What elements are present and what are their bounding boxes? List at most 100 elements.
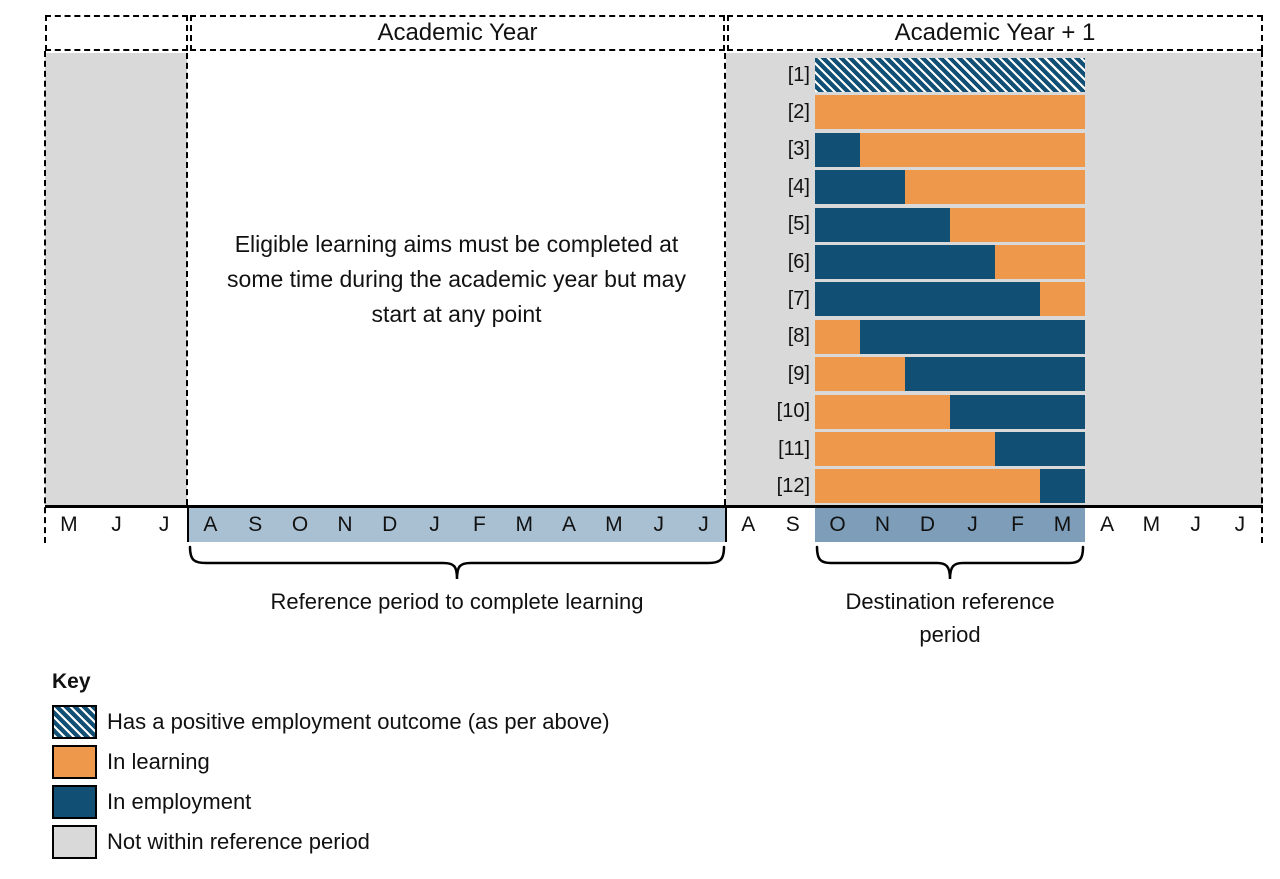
legend-item: In learning <box>52 745 610 779</box>
timeline-row: [6] <box>726 245 1262 279</box>
row-bar <box>815 469 1085 504</box>
month-label: N <box>337 513 353 536</box>
row-bar <box>815 58 1085 92</box>
destination-period-brace <box>815 545 1085 580</box>
year-boundary-divider-line <box>724 505 727 542</box>
legend-label: Not within reference period <box>107 829 370 854</box>
segment-in_employment <box>1040 469 1085 504</box>
segment-in_employment <box>815 132 860 167</box>
segment-in_employment <box>815 170 905 205</box>
month-label: J <box>1234 513 1246 536</box>
month-label: O <box>291 513 309 536</box>
row-bar <box>815 132 1085 167</box>
timeline-row: [1] <box>726 58 1262 92</box>
legend-item: Not within reference period <box>52 825 610 859</box>
month-label: M <box>1142 513 1161 536</box>
row-label: [7] <box>787 287 810 310</box>
month-label: O <box>829 513 846 536</box>
segment-in_learning <box>815 394 950 429</box>
segment-in_employment <box>860 319 1085 354</box>
row-label: [4] <box>787 175 810 198</box>
timeline-row: [9] <box>726 357 1262 392</box>
month-label: M <box>605 513 623 536</box>
not-within-reference-left-region <box>45 53 187 505</box>
month-label: J <box>698 513 709 536</box>
month-label: D <box>919 513 936 536</box>
row-label: [12] <box>776 474 810 497</box>
note-line: start at any point <box>371 300 542 327</box>
month-label: M <box>515 513 533 536</box>
legend-swatch-employment <box>52 785 97 819</box>
timeline-row: [12] <box>726 469 1262 504</box>
reference-period-label: Reference period to complete learning <box>270 589 644 614</box>
row-label: [10] <box>776 400 810 423</box>
row-label: [11] <box>778 437 810 460</box>
timeline-row: [5] <box>726 207 1262 242</box>
month-label: D <box>382 513 398 536</box>
month-label: A <box>203 513 218 536</box>
timeline-row: [4] <box>726 170 1262 205</box>
destination-period-label: Destination reference period <box>815 585 1085 651</box>
segment-in_learning <box>950 207 1085 242</box>
month-label: N <box>874 513 891 536</box>
destination-period-label-line: period <box>919 622 981 647</box>
row-bar <box>815 357 1085 392</box>
reference-period-brace <box>188 545 726 580</box>
timeline-row: [8] <box>726 319 1262 354</box>
row-bar <box>815 207 1085 242</box>
timeline-row: [3] <box>726 132 1262 167</box>
month-label: J <box>967 513 978 536</box>
legend-swatch-positive <box>52 705 97 739</box>
legend: Key Has a positive employment outcome (a… <box>52 670 610 865</box>
segment-in_employment <box>905 357 1085 392</box>
timeline-row: [2] <box>726 95 1262 130</box>
header-academic-year-plus1-box: Academic Year + 1 <box>727 15 1263 51</box>
row-label: [1] <box>787 63 810 86</box>
month-label: A <box>562 513 577 536</box>
row-label: [5] <box>787 213 810 236</box>
segment-in_learning <box>995 245 1085 279</box>
segment-in_learning <box>815 319 860 354</box>
month-label: A <box>1100 513 1115 536</box>
right-dashed-border <box>1261 51 1263 543</box>
destination-period-label-line: Destination reference <box>845 589 1055 614</box>
header-academic-year-label: Academic Year <box>377 19 538 46</box>
scenario-bars-region: [1] [2] [3] [4] [5] [6] [7] [8] [9] [10] [11] [12] <box>726 53 1262 505</box>
legend-swatch-outside <box>52 825 97 859</box>
segment-in_employment <box>950 394 1085 429</box>
row-bar <box>815 170 1085 205</box>
segment-in_employment <box>815 207 950 242</box>
segment-in_employment <box>995 432 1085 466</box>
month-label: F <box>1011 513 1024 536</box>
segment-positive_employment_outcome <box>815 58 1085 92</box>
segment-in_learning <box>815 469 1040 504</box>
row-label: [6] <box>787 250 810 273</box>
month-label: S <box>785 513 800 536</box>
legend-title: Key <box>52 670 91 693</box>
month-label: S <box>248 513 263 536</box>
month-label: A <box>741 513 756 536</box>
segment-in_employment <box>815 245 995 279</box>
row-label: [2] <box>787 100 810 123</box>
legend-label: In employment <box>107 789 252 814</box>
row-bar <box>815 245 1085 279</box>
academic-year-note-region: Eligible learning aims must be completed… <box>187 53 726 505</box>
row-label: [8] <box>787 325 810 348</box>
segment-in_learning <box>815 432 995 466</box>
row-bar <box>815 319 1085 354</box>
month-label: M <box>1053 513 1072 536</box>
right-inner-dashed-divider <box>724 53 726 505</box>
segment-in_learning <box>860 132 1085 167</box>
row-bar <box>815 95 1085 130</box>
note-text: Eligible learning aims must be completed… <box>227 227 686 332</box>
timeline-row: [11] <box>726 432 1262 466</box>
legend-label: In learning <box>107 749 210 774</box>
row-bar <box>815 282 1085 317</box>
row-bar <box>815 432 1085 466</box>
